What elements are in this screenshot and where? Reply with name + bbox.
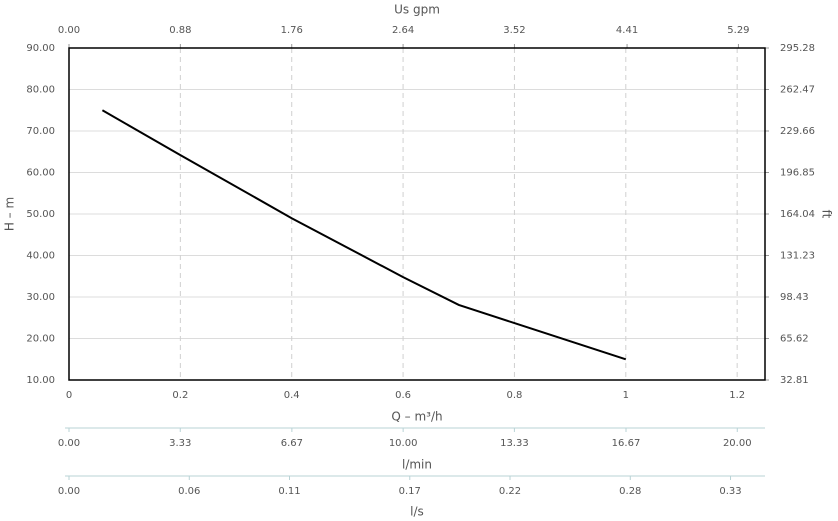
y-axis-title: H – m [3, 197, 17, 231]
x-tick-label: 0.6 [395, 390, 411, 401]
axis-title: l/s [410, 505, 424, 519]
y-tick-label: 20.00 [26, 334, 55, 345]
y-tick-label: 10.00 [26, 375, 55, 386]
x-tick-label: 1.2 [729, 390, 745, 401]
y2-tick-label: 262.47 [780, 85, 815, 96]
axis-tick-label: 0.00 [58, 486, 80, 497]
axis-tick-label: 0.28 [619, 486, 641, 497]
axis-tick-label: 0.22 [499, 486, 521, 497]
axis-tick-label: 0.11 [278, 486, 300, 497]
y2-tick-label: 65.62 [780, 333, 809, 344]
top-tick-label: 2.64 [392, 25, 414, 36]
top-axis-title: Us gpm [394, 3, 440, 17]
top-tick-label: 3.52 [503, 25, 525, 36]
axis-tick-label: 0.00 [58, 438, 80, 449]
top-tick-label: 5.29 [727, 25, 749, 36]
y2-tick-label: 32.81 [780, 375, 809, 386]
y2-tick-label: 229.66 [780, 126, 815, 137]
y2-tick-label: 98.43 [780, 292, 809, 303]
plot-frame [68, 47, 766, 381]
x-tick-label: 0 [66, 390, 72, 401]
y2-tick-label: 164.04 [780, 209, 815, 220]
x-tick-label: 1 [623, 390, 629, 401]
y2-axis-title: ft [820, 210, 834, 219]
top-tick-label: 0.00 [58, 25, 80, 36]
y-tick-label: 30.00 [26, 292, 55, 303]
axis-tick-label: 6.67 [281, 438, 303, 449]
y-tick-label: 50.00 [26, 209, 55, 220]
top-tick-label: 1.76 [281, 25, 303, 36]
y-tick-label: 40.00 [26, 251, 55, 262]
curve [101, 109, 627, 361]
axis-tick-label: 0.33 [719, 486, 741, 497]
x-tick-label: 0.4 [284, 390, 300, 401]
y-tick-label: 90.00 [26, 43, 55, 54]
x-tick-label: 0.8 [506, 390, 522, 401]
y-tick-label: 70.00 [26, 126, 55, 137]
y-tick-label: 60.00 [26, 168, 55, 179]
axis-tick-label: 16.67 [612, 438, 641, 449]
y2-tick-label: 196.85 [780, 168, 815, 179]
axis-tick-label: 20.00 [723, 438, 752, 449]
top-tick-label: 4.41 [616, 25, 638, 36]
axis-title: l/min [402, 458, 432, 472]
y-tick-label: 80.00 [26, 85, 55, 96]
x-tick-label: 0.2 [172, 390, 188, 401]
x-axis-title: Q – m³/h [391, 410, 442, 424]
axis-tick-label: 0.17 [399, 486, 421, 497]
axis-tick-label: 13.33 [500, 438, 529, 449]
axis-tick-label: 10.00 [389, 438, 418, 449]
y2-tick-label: 295.28 [780, 43, 815, 54]
top-tick-label: 0.88 [169, 25, 191, 36]
axis-tick-label: 0.06 [178, 486, 200, 497]
y2-tick-label: 131.23 [780, 251, 815, 262]
axis-tick-label: 3.33 [169, 438, 191, 449]
